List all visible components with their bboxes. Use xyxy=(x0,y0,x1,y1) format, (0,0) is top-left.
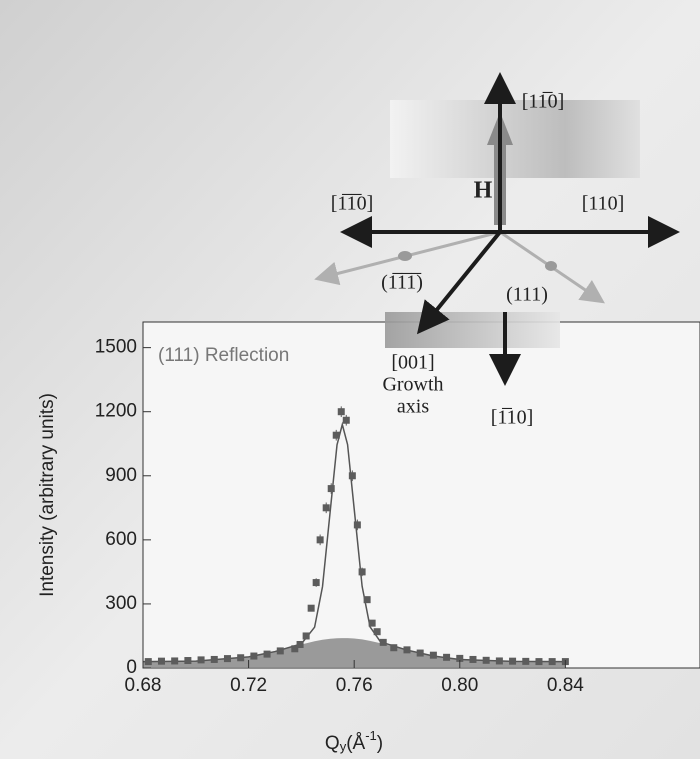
direction-label: [1̅10] xyxy=(491,407,534,429)
x-label-part: (Å xyxy=(346,733,365,754)
direction-label: [1̅1̅0] xyxy=(331,193,374,215)
data-point xyxy=(469,655,477,663)
data-point xyxy=(342,416,350,424)
data-point xyxy=(522,657,530,665)
data-point xyxy=(548,658,556,666)
x-tick-label: 0.80 xyxy=(441,675,478,696)
data-point xyxy=(379,638,387,646)
direction-label: [001] xyxy=(391,352,434,374)
data-point xyxy=(144,658,152,666)
x-axis-label: Qy(Å-1) xyxy=(325,728,383,754)
annotation: (111) Reflection xyxy=(158,345,289,366)
x-label-part: ) xyxy=(377,733,383,754)
data-point xyxy=(495,657,503,665)
data-point xyxy=(337,408,345,416)
data-point xyxy=(223,655,231,663)
data-point xyxy=(250,652,258,660)
y-tick-label: 0 xyxy=(126,657,137,678)
direction-arrows xyxy=(314,72,680,386)
data-point xyxy=(276,647,284,655)
x-tick-label: 0.68 xyxy=(125,675,162,696)
data-point xyxy=(184,657,192,665)
y-tick-label: 300 xyxy=(105,593,137,614)
direction-label: [11̅0] xyxy=(522,91,565,113)
y-tick-label: 1500 xyxy=(95,337,137,358)
data-point xyxy=(509,657,517,665)
data-point xyxy=(210,655,218,663)
atom xyxy=(398,251,412,261)
x-label-part: Q xyxy=(325,733,340,754)
x-tick-label: 0.84 xyxy=(547,675,584,696)
data-point xyxy=(307,604,315,612)
x-label-part: -1 xyxy=(365,728,377,743)
y-tick-label: 900 xyxy=(105,465,137,486)
data-point xyxy=(171,657,179,665)
data-point xyxy=(302,632,310,640)
atom xyxy=(545,261,557,271)
data-point xyxy=(296,641,304,649)
data-point xyxy=(157,657,165,665)
data-point xyxy=(429,651,437,659)
data-point xyxy=(482,656,490,664)
field-label: H xyxy=(474,178,493,204)
data-point xyxy=(368,619,376,627)
data-point xyxy=(263,650,271,658)
arrow xyxy=(416,230,502,335)
direction-label: axis xyxy=(397,396,429,418)
data-point xyxy=(327,485,335,493)
x-label-part: y xyxy=(340,739,347,754)
data-point xyxy=(535,658,543,666)
data-point xyxy=(353,521,361,529)
data-point xyxy=(373,628,381,636)
plot-frame xyxy=(142,321,700,669)
data-point xyxy=(291,645,299,653)
data-point xyxy=(322,504,330,512)
data-point xyxy=(312,579,320,587)
data-point xyxy=(197,656,205,664)
substrate-block xyxy=(385,312,560,348)
data-point xyxy=(358,568,366,576)
data-point xyxy=(348,472,356,480)
data-point xyxy=(363,596,371,604)
data-point xyxy=(416,649,424,657)
data-point xyxy=(390,644,398,652)
crystal-block xyxy=(390,100,640,178)
direction-label: (111) xyxy=(506,284,548,306)
data-point xyxy=(443,653,451,661)
data-point xyxy=(237,654,245,662)
x-tick-label: 0.72 xyxy=(230,675,267,696)
data-point xyxy=(403,646,411,654)
data-point xyxy=(332,431,340,439)
y-tick-label: 600 xyxy=(105,529,137,550)
y-tick-label: 1200 xyxy=(95,401,137,422)
data-point xyxy=(456,654,464,662)
direction-label: (1̅1̅1̅) xyxy=(381,272,423,294)
data-point xyxy=(316,536,324,544)
x-tick-label: 0.76 xyxy=(336,675,373,696)
direction-label: Growth xyxy=(382,374,443,396)
y-axis-label: Intensity (arbitrary units) xyxy=(37,393,58,597)
direction-label: [110] xyxy=(582,193,625,215)
